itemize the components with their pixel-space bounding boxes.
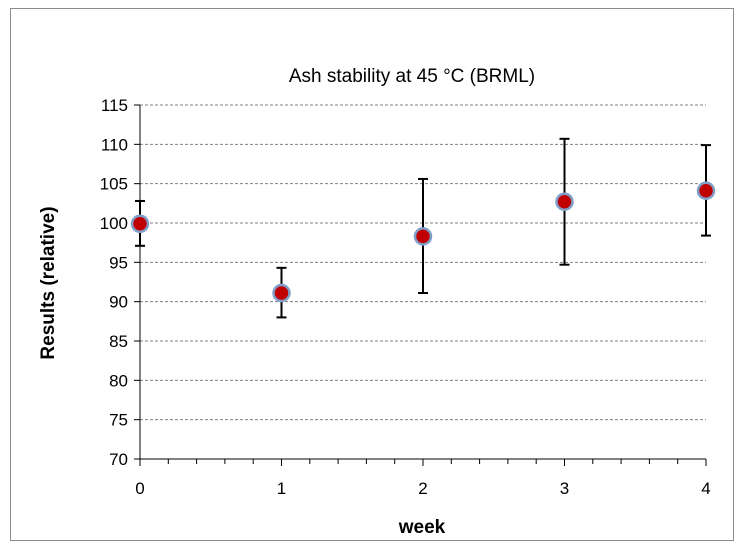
y-tick-label: 80	[109, 371, 128, 390]
y-tick-label: 115	[101, 96, 128, 115]
x-axis-title: week	[398, 517, 446, 538]
x-tick-label: 3	[560, 479, 569, 498]
data-point	[413, 227, 433, 246]
x-tick-label: 1	[277, 479, 286, 498]
y-axis-title: Results (relative)	[38, 206, 59, 359]
axes	[134, 104, 707, 466]
y-tick-label: 75	[109, 411, 128, 430]
data-points	[130, 181, 716, 303]
chart-frame	[10, 8, 734, 541]
data-point	[130, 214, 150, 234]
y-tick-label: 105	[100, 175, 128, 194]
data-point	[555, 192, 574, 212]
y-tick-label: 70	[109, 450, 128, 469]
y-tick-label: 110	[101, 135, 128, 154]
y-tick-label: 85	[109, 332, 128, 351]
y-tick-label: 95	[109, 253, 128, 272]
data-point	[696, 181, 716, 200]
data-point	[272, 283, 291, 303]
x-tick-label: 4	[701, 479, 710, 498]
y-tick-label: 100	[100, 214, 128, 233]
tick-labels: 70 75 80 85 90 95 100 105 110 115 0 1 2 3 4	[100, 96, 711, 498]
y-tick-label: 90	[109, 293, 128, 312]
x-tick-label: 2	[418, 479, 427, 498]
x-tick-label: 0	[135, 479, 144, 498]
chart-title: Ash stability at 45 °C (BRML)	[289, 66, 535, 87]
